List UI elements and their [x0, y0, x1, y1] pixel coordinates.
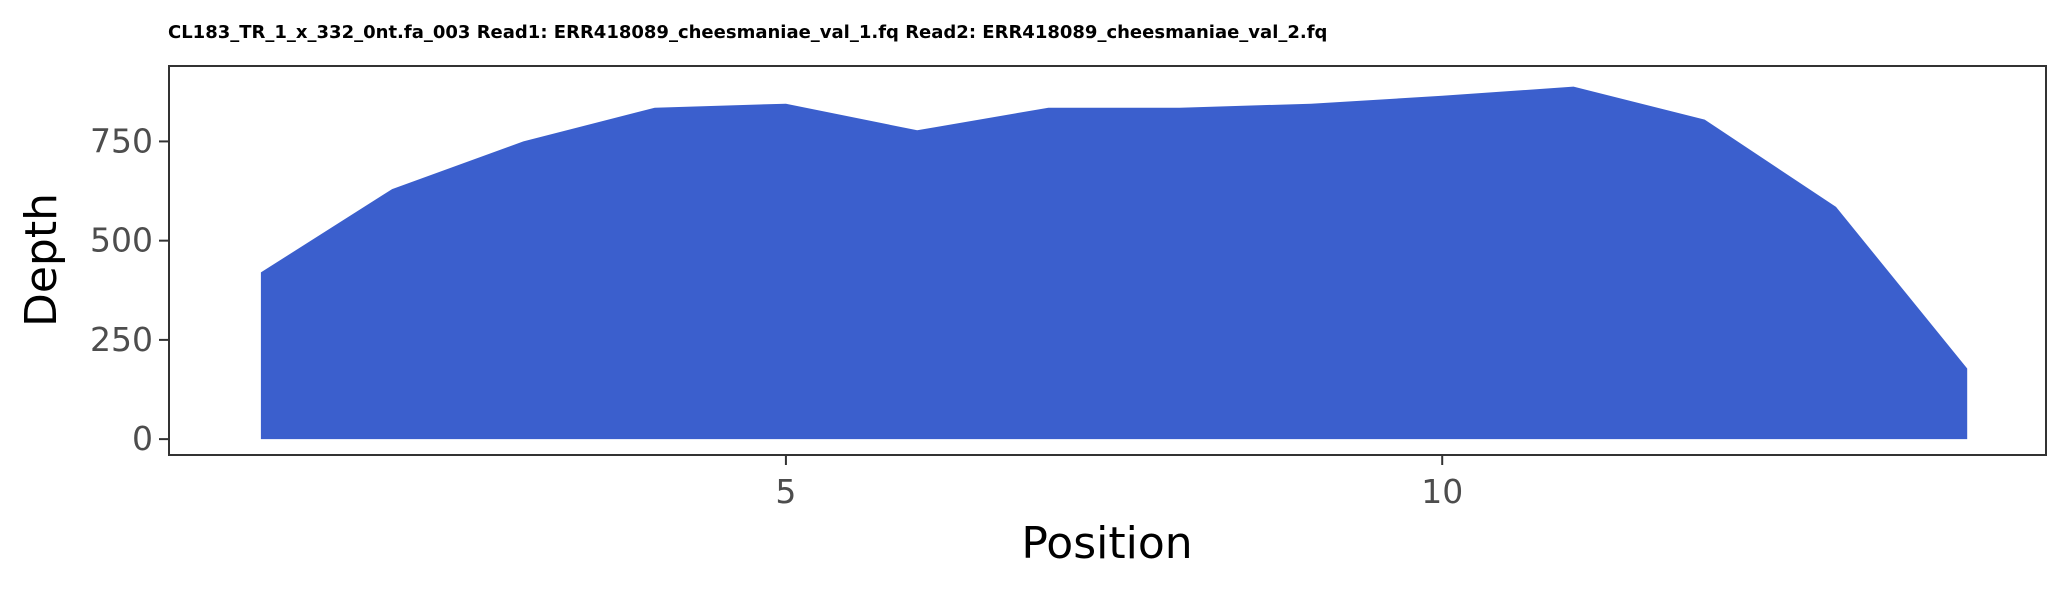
area-series-0: [261, 87, 1967, 440]
y-tick-label-500: 500: [90, 221, 153, 260]
y-tick-label-0: 0: [132, 419, 153, 458]
x-tick-label-10: 10: [1421, 472, 1463, 511]
area-layer: [261, 87, 1967, 440]
y-tick-label-250: 250: [90, 320, 153, 359]
x-tick-label-5: 5: [775, 472, 796, 511]
y-axis-title: Depth: [16, 193, 67, 327]
x-axis-title: Position: [1021, 518, 1192, 569]
y-tick-label-750: 750: [90, 121, 153, 160]
chart-title: CL183_TR_1_x_332_0nt.fa_003 Read1: ERR41…: [168, 22, 1327, 43]
